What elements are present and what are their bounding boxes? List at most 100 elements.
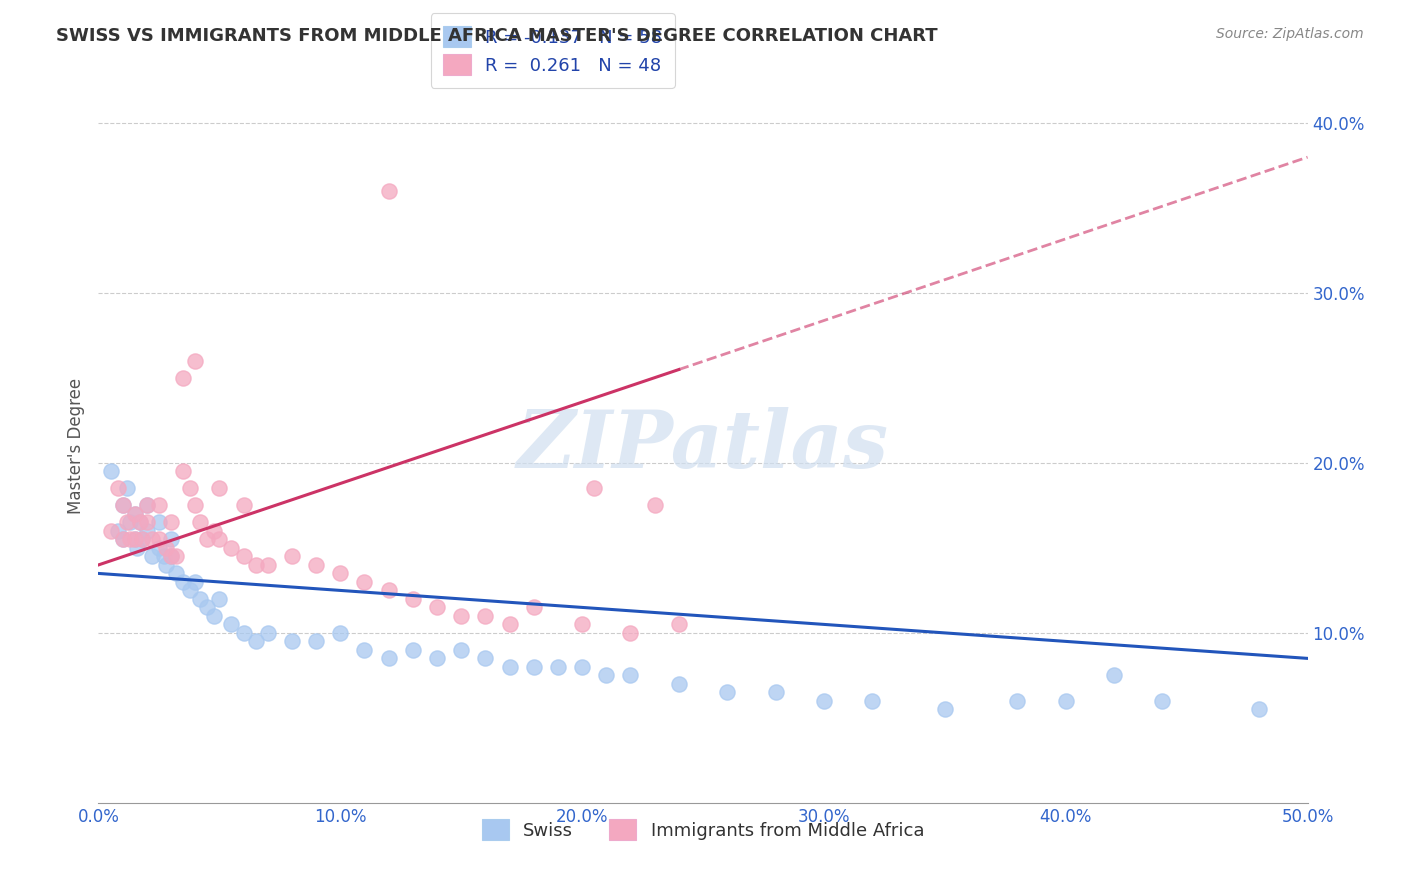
Point <box>474 608 496 623</box>
Point <box>155 558 177 572</box>
Point <box>474 651 496 665</box>
Point <box>188 516 211 530</box>
Point <box>148 516 170 530</box>
Point <box>165 566 187 581</box>
Point <box>377 583 399 598</box>
Point <box>208 591 231 606</box>
Point <box>124 533 146 547</box>
Point <box>184 499 207 513</box>
Point <box>172 574 194 589</box>
Point <box>148 533 170 547</box>
Point <box>668 617 690 632</box>
Point <box>127 541 149 555</box>
Point <box>141 549 163 564</box>
Legend: Swiss, Immigrants from Middle Africa: Swiss, Immigrants from Middle Africa <box>474 812 932 847</box>
Point <box>221 541 243 555</box>
Point <box>124 507 146 521</box>
Point <box>619 626 641 640</box>
Point <box>377 651 399 665</box>
Point <box>232 549 254 564</box>
Point <box>179 482 201 496</box>
Point <box>141 533 163 547</box>
Text: ZIPatlas: ZIPatlas <box>517 408 889 484</box>
Point <box>148 541 170 555</box>
Point <box>124 507 146 521</box>
Point <box>111 499 134 513</box>
Point <box>118 516 141 530</box>
Point <box>172 371 194 385</box>
Point <box>160 549 183 564</box>
Point <box>165 549 187 564</box>
Point <box>450 608 472 623</box>
Point <box>402 591 425 606</box>
Point <box>232 626 254 640</box>
Point <box>160 516 183 530</box>
Point <box>583 482 606 496</box>
Point <box>1102 668 1125 682</box>
Point <box>184 574 207 589</box>
Point <box>118 533 141 547</box>
Point <box>426 600 449 615</box>
Point <box>353 574 375 589</box>
Point <box>523 660 546 674</box>
Point <box>450 643 472 657</box>
Point <box>152 549 174 564</box>
Point <box>595 668 617 682</box>
Point <box>135 524 157 538</box>
Point <box>128 516 150 530</box>
Point <box>305 634 328 648</box>
Text: SWISS VS IMMIGRANTS FROM MIDDLE AFRICA MASTER'S DEGREE CORRELATION CHART: SWISS VS IMMIGRANTS FROM MIDDLE AFRICA M… <box>56 27 938 45</box>
Point <box>172 465 194 479</box>
Point <box>256 626 278 640</box>
Point <box>148 499 170 513</box>
Point <box>111 499 134 513</box>
Point <box>281 549 304 564</box>
Point <box>208 482 231 496</box>
Point <box>377 184 399 198</box>
Point <box>329 626 352 640</box>
Point <box>498 617 520 632</box>
Point <box>547 660 569 674</box>
Point <box>117 482 139 496</box>
Point <box>426 651 449 665</box>
Point <box>813 694 835 708</box>
Point <box>1007 694 1029 708</box>
Point <box>107 524 129 538</box>
Point <box>934 702 956 716</box>
Point <box>245 558 267 572</box>
Point <box>402 643 425 657</box>
Point <box>644 499 666 513</box>
Point <box>179 583 201 598</box>
Point <box>571 617 593 632</box>
Point <box>204 608 226 623</box>
Point <box>107 482 129 496</box>
Point <box>1249 702 1271 716</box>
Point <box>128 516 150 530</box>
Point <box>208 533 231 547</box>
Point <box>523 600 546 615</box>
Point <box>498 660 520 674</box>
Point <box>160 549 183 564</box>
Point <box>100 524 122 538</box>
Point <box>111 533 134 547</box>
Point <box>135 499 157 513</box>
Point <box>195 600 218 615</box>
Point <box>100 465 122 479</box>
Y-axis label: Master's Degree: Master's Degree <box>66 378 84 514</box>
Point <box>184 354 207 368</box>
Point <box>135 516 157 530</box>
Point <box>160 533 183 547</box>
Point <box>135 499 157 513</box>
Point <box>131 533 153 547</box>
Point <box>281 634 304 648</box>
Point <box>221 617 243 632</box>
Point <box>329 566 352 581</box>
Point <box>668 677 690 691</box>
Point <box>131 533 153 547</box>
Point <box>117 516 139 530</box>
Point <box>571 660 593 674</box>
Point <box>155 541 177 555</box>
Point <box>716 685 738 699</box>
Point <box>188 591 211 606</box>
Point <box>256 558 278 572</box>
